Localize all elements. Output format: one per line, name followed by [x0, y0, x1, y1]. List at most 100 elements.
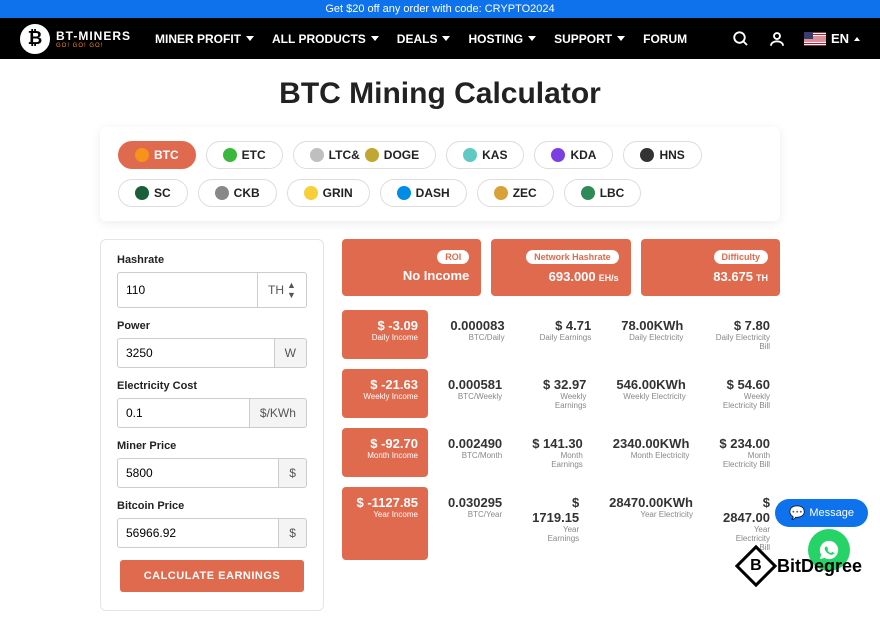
coin-tabs: BTC ETC LTC&DOGE KAS KDA HNS SC CKB GRIN DASH ZEC L… [100, 127, 780, 221]
income-value: $ -92.70Month Income [342, 428, 428, 477]
bitdegree-text: BitDegree [777, 556, 862, 577]
message-button[interactable]: 💬Message [775, 499, 868, 527]
nav-item-support[interactable]: SUPPORT [554, 32, 625, 46]
nav-item-hosting[interactable]: HOSTING [468, 32, 536, 46]
bitdegree-watermark: B BitDegree [741, 551, 862, 581]
coin-icon [135, 186, 149, 200]
electricity-bill: $ 234.00Month Electricity Bill [709, 428, 780, 477]
coin-icon [310, 148, 324, 162]
roi-value: No Income [354, 268, 469, 283]
income-value: $ -3.09Daily Income [342, 310, 428, 359]
electricity-kwh: 546.00KWhWeekly Electricity [606, 369, 695, 418]
electricity-bill: $ 54.60Weekly Electricity Bill [706, 369, 780, 418]
power-label: Power [117, 320, 307, 332]
promo-bar: Get $20 off any order with code: CRYPTO2… [0, 0, 880, 18]
caret-down-icon [528, 36, 536, 41]
logo-icon: ₿ [20, 24, 50, 54]
income-row-daily: $ -3.09Daily Income0.000083BTC/Daily$ 4.… [342, 310, 780, 359]
coin-icon [397, 186, 411, 200]
btc-per-period: 0.030295BTC/Year [438, 487, 512, 560]
coin-tab-ltc&[interactable]: LTC&DOGE [293, 141, 436, 169]
coin-icon [463, 148, 477, 162]
hashrate-input[interactable] [117, 272, 258, 308]
btc-per-period: 0.002490BTC/Month [438, 428, 512, 477]
user-icon[interactable] [768, 30, 786, 48]
miner-price-input[interactable] [117, 458, 279, 488]
btc-per-period: 0.000581BTC/Weekly [438, 369, 512, 418]
coin-tab-etc[interactable]: ETC [206, 141, 283, 169]
difficulty-unit: TH [756, 273, 768, 283]
earnings: $ 141.30Month Earnings [522, 428, 593, 477]
coin-tab-lbc[interactable]: LBC [564, 179, 642, 207]
calculate-button[interactable]: CALCULATE EARNINGS [120, 560, 305, 592]
brand-logo[interactable]: ₿ BT-MINERS GO! GO! GO! [20, 24, 131, 54]
income-row-year: $ -1127.85Year Income0.030295BTC/Year$ 1… [342, 487, 780, 560]
network-hashrate-card: Network Hashrate 693.000EH/s [491, 239, 630, 296]
electricity-kwh: 78.00KWhDaily Electricity [611, 310, 693, 359]
flag-icon [804, 32, 826, 46]
income-value: $ -21.63Weekly Income [342, 369, 428, 418]
earnings: $ 4.71Daily Earnings [525, 310, 602, 359]
coin-tab-ckb[interactable]: CKB [198, 179, 277, 207]
coin-tab-dash[interactable]: DASH [380, 179, 467, 207]
coin-icon [494, 186, 508, 200]
income-row-month: $ -92.70Month Income0.002490BTC/Month$ 1… [342, 428, 780, 477]
coin-tab-kda[interactable]: KDA [534, 141, 613, 169]
caret-down-icon [371, 36, 379, 41]
coin-tab-hns[interactable]: HNS [623, 141, 701, 169]
search-icon[interactable] [732, 30, 750, 48]
coin-tab-zec[interactable]: ZEC [477, 179, 554, 207]
brand-name: BT-MINERS [56, 29, 131, 43]
hashrate-label: Hashrate [117, 254, 307, 266]
bitcoin-price-unit: $ [279, 518, 307, 548]
electricity-label: Electricity Cost [117, 380, 307, 392]
electricity-unit: $/KWh [250, 398, 307, 428]
calculator-form: Hashrate TH▲▼ Power W Electricity Cost $… [100, 239, 324, 611]
nav-bar: ₿ BT-MINERS GO! GO! GO! MINER PROFIT ALL … [0, 18, 880, 59]
caret-down-icon [246, 36, 254, 41]
coin-tab-grin[interactable]: GRIN [287, 179, 370, 207]
power-input[interactable] [117, 338, 275, 368]
coin-icon [135, 148, 149, 162]
income-value: $ -1127.85Year Income [342, 487, 428, 560]
roi-card: ROI No Income [342, 239, 481, 296]
nav-item-forum[interactable]: FORUM [643, 32, 687, 46]
bitcoin-price-label: Bitcoin Price [117, 500, 307, 512]
network-hashrate-value: 693.000 [549, 269, 596, 284]
difficulty-badge: Difficulty [714, 250, 769, 264]
nav-item-deals[interactable]: DEALS [397, 32, 451, 46]
miner-price-label: Miner Price [117, 440, 307, 452]
coin-icon [640, 148, 654, 162]
coin-tab-sc[interactable]: SC [118, 179, 188, 207]
bitdegree-icon: B [735, 545, 777, 587]
bitcoin-price-input[interactable] [117, 518, 279, 548]
miner-price-unit: $ [279, 458, 307, 488]
power-unit: W [275, 338, 307, 368]
nav-item-all-products[interactable]: ALL PRODUCTS [272, 32, 379, 46]
coin-icon [304, 186, 318, 200]
coin-icon [215, 186, 229, 200]
coin-tab-btc[interactable]: BTC [118, 141, 196, 169]
language-selector[interactable]: EN [804, 31, 860, 46]
electricity-kwh: 28470.00KWhYear Electricity [599, 487, 703, 560]
coin-icon [581, 186, 595, 200]
roi-badge: ROI [437, 250, 469, 264]
electricity-bill: $ 2847.00Year Electricity Bill [713, 487, 780, 560]
brand-tagline: GO! GO! GO! [56, 43, 131, 49]
caret-down-icon [617, 36, 625, 41]
earnings: $ 32.97Weekly Earnings [522, 369, 596, 418]
nav-item-miner-profit[interactable]: MINER PROFIT [155, 32, 254, 46]
electricity-kwh: 2340.00KWhMonth Electricity [603, 428, 700, 477]
caret-up-icon [854, 37, 860, 41]
page-title: BTC Mining Calculator [0, 77, 880, 111]
hashrate-unit-selector[interactable]: TH▲▼ [258, 272, 307, 308]
coin-icon [223, 148, 237, 162]
language-label: EN [831, 31, 849, 46]
electricity-input[interactable] [117, 398, 250, 428]
income-row-weekly: $ -21.63Weekly Income0.000581BTC/Weekly$… [342, 369, 780, 418]
network-hashrate-unit: EH/s [599, 273, 619, 283]
results-panel: ROI No Income Network Hashrate 693.000EH… [342, 239, 780, 570]
coin-icon [365, 148, 379, 162]
btc-per-period: 0.000083BTC/Daily [438, 310, 515, 359]
coin-tab-kas[interactable]: KAS [446, 141, 524, 169]
